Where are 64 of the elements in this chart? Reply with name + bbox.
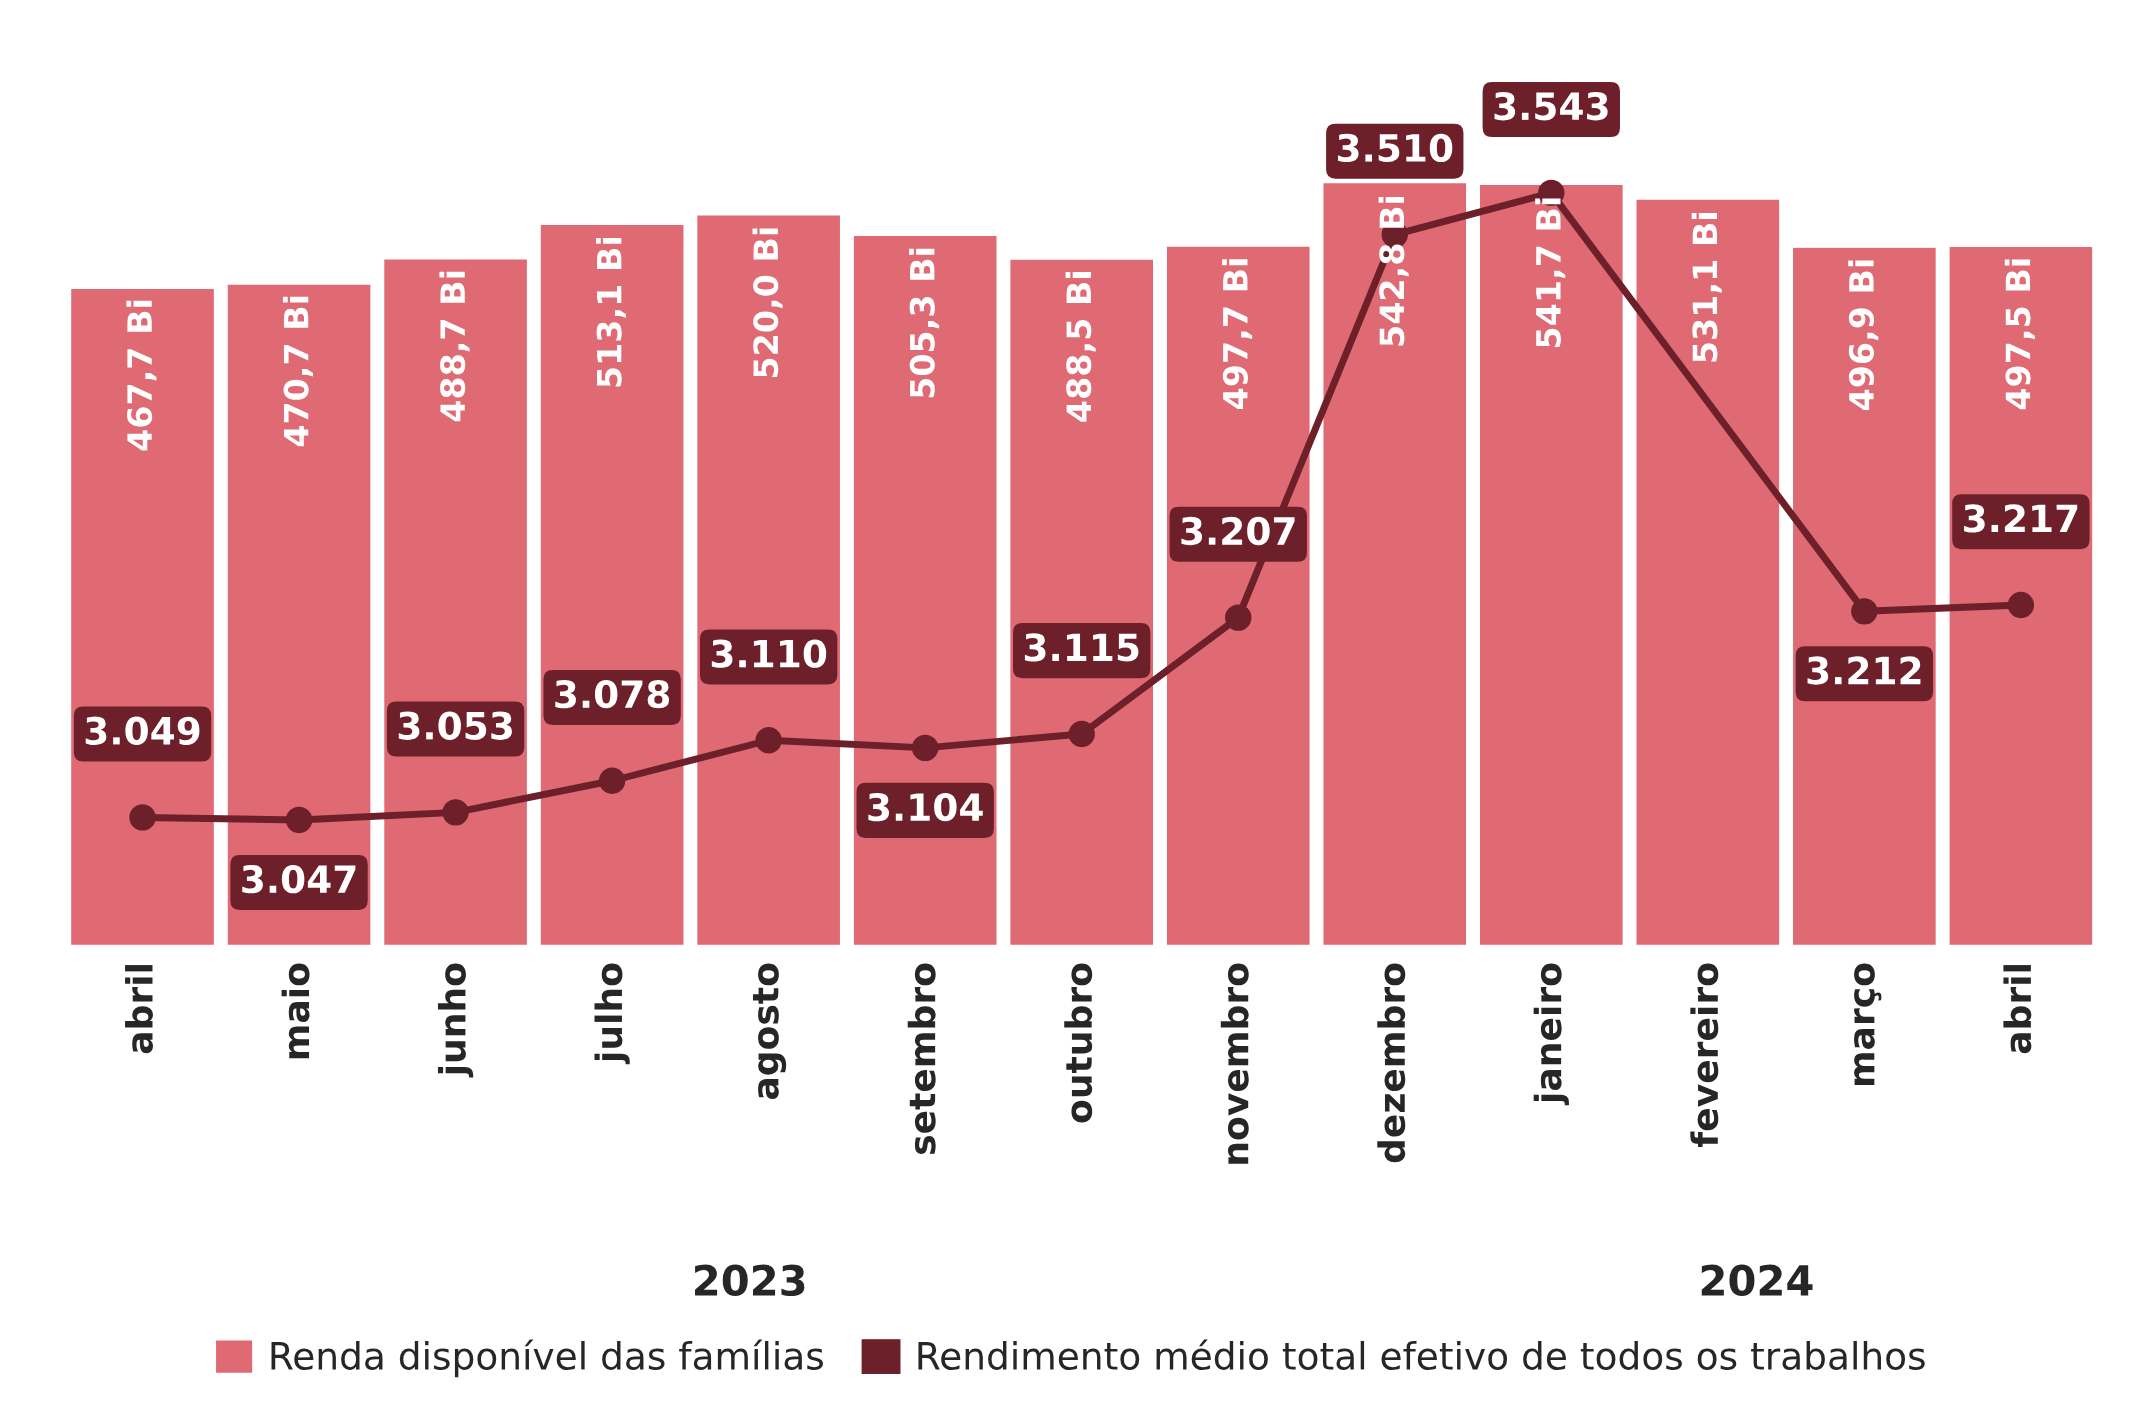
data-label: 3.207	[1181, 516, 1295, 546]
bar	[852, 234, 998, 946]
point	[285, 806, 313, 834]
point	[755, 727, 782, 754]
data-label: 3.212	[1807, 656, 1921, 685]
point	[442, 799, 469, 826]
data-label: 3.543	[1494, 92, 1608, 121]
text: 2024	[1701, 1264, 1813, 1297]
x-tick-label: agosto	[752, 963, 787, 1100]
data-label: 470,7 Bi	[282, 296, 313, 447]
x-tick-label: janeiro	[1533, 963, 1569, 1106]
point	[1068, 720, 1095, 748]
bar	[1478, 183, 1625, 946]
bar	[1635, 198, 1781, 946]
data-label: 531,1 Bi	[1691, 213, 1722, 362]
x-tick-label: maio	[281, 963, 310, 1059]
data-label: 520,0 Bi	[752, 228, 783, 377]
data-label: 541,7 Bi	[1535, 198, 1566, 347]
point	[1225, 604, 1252, 631]
x-tick-label: novembro	[1220, 963, 1249, 1164]
text: 2023	[695, 1264, 805, 1297]
data-label: 467,7 Bi	[126, 300, 157, 451]
data-label: 513,1 Bi	[595, 238, 627, 387]
data-label: 3.078	[555, 679, 670, 709]
x-tick-label: dezembro	[1377, 963, 1406, 1163]
point	[911, 734, 939, 762]
bar	[226, 283, 372, 946]
legend-label: Renda disponível das famílias	[271, 1339, 823, 1378]
data-label: 3.510	[1337, 133, 1453, 163]
data-label: 497,7 Bi	[1222, 259, 1253, 409]
bar	[695, 214, 842, 946]
data-label: 3.053	[398, 711, 512, 740]
point	[129, 804, 156, 831]
x-tick-label: outubro	[1064, 963, 1093, 1123]
data-label: 505,3 Bi	[909, 248, 940, 398]
bar	[539, 223, 685, 946]
bar	[1791, 246, 1938, 946]
bar	[1165, 245, 1311, 946]
x-tick-label: abril	[125, 965, 153, 1054]
bar	[1948, 245, 2094, 946]
x-tick-label: setembro	[907, 963, 936, 1154]
data-label: 3.047	[242, 864, 356, 894]
x-tick-label: julho	[594, 963, 630, 1065]
x-tick-label: fevereiro	[1690, 963, 1719, 1147]
x-tick-label: junho	[437, 963, 474, 1078]
data-label: 488,7 Bi	[439, 271, 470, 422]
data-label: 542,8 Bi	[1378, 196, 1409, 346]
data-label: 3.104	[868, 792, 983, 822]
x-tick-label: abril	[2003, 965, 2032, 1054]
x-tick-label: março	[1854, 963, 1882, 1086]
data-label: 3.049	[85, 716, 200, 745]
data-label: 488,5 Bi	[1065, 272, 1096, 422]
legend-label: Rendimento médio total efetivo de todos os trabalhos	[918, 1339, 1925, 1370]
data-label: 3.115	[1024, 633, 1139, 662]
data-label: 497,5 Bi	[2004, 259, 2035, 410]
bar	[69, 287, 216, 946]
bar	[1009, 258, 1155, 946]
point	[2007, 591, 2035, 619]
point	[598, 767, 626, 794]
point	[1851, 598, 1878, 625]
data-label: 3.217	[1964, 504, 2078, 533]
data-label: 3.110	[711, 639, 827, 668]
data-label: 496,9 Bi	[1848, 260, 1879, 411]
bar	[382, 257, 529, 946]
